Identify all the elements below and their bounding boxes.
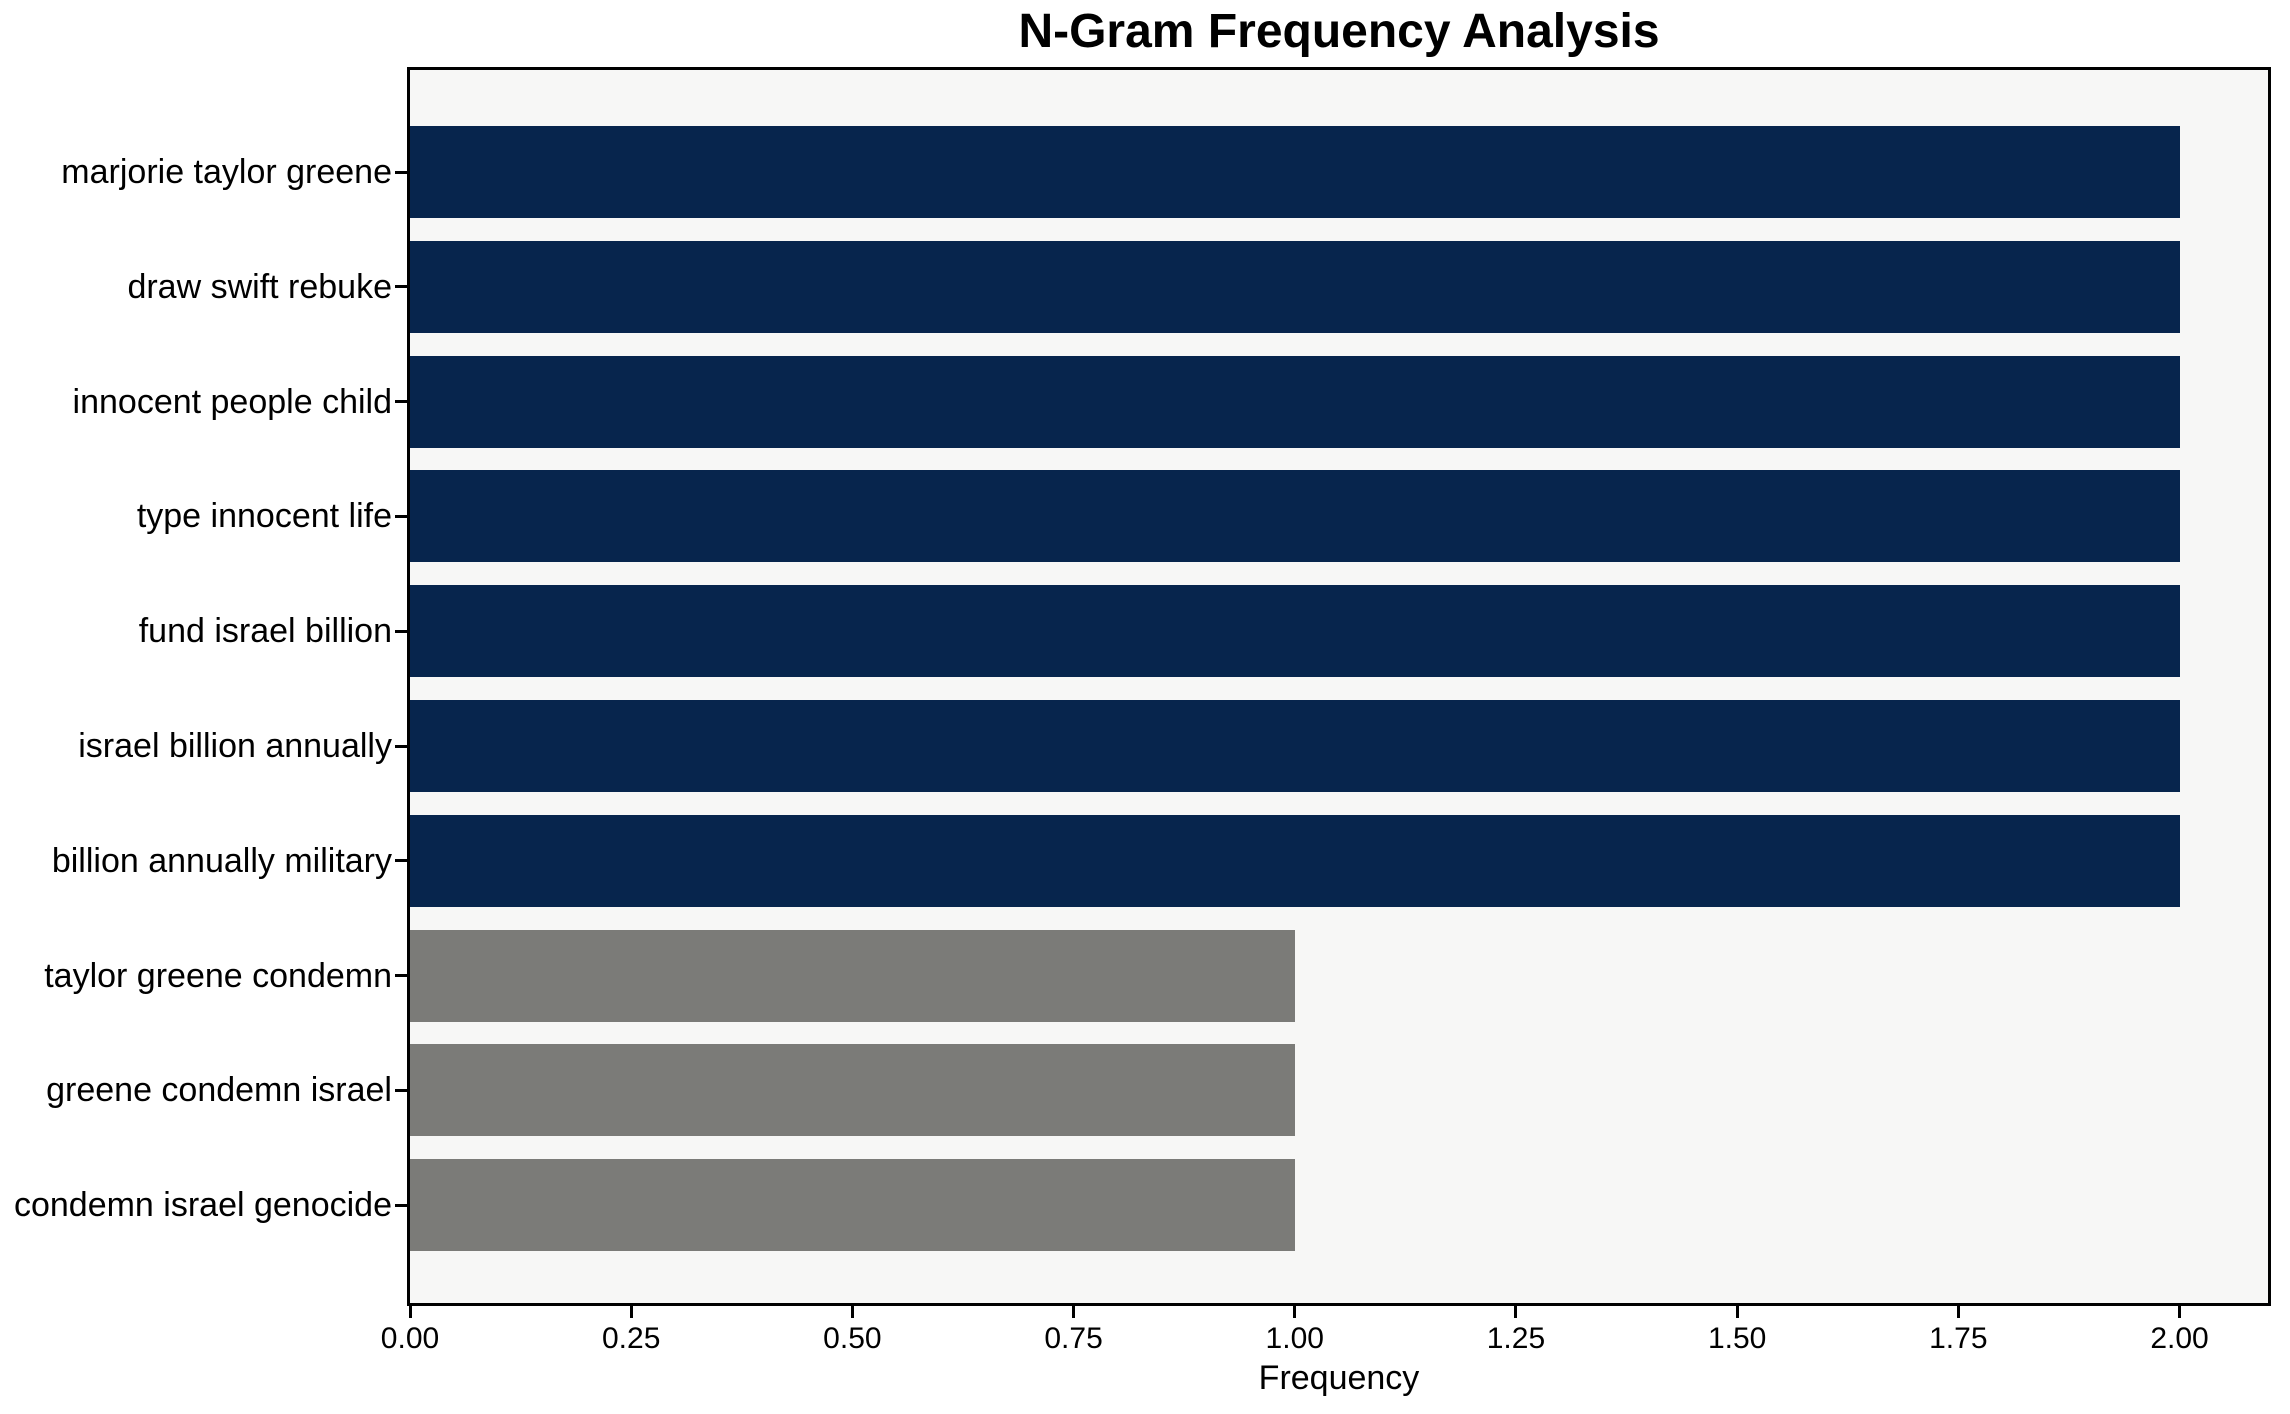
ytick-mark <box>395 859 407 863</box>
ytick-label: draw swift rebuke <box>127 267 392 306</box>
xtick-mark <box>1735 1306 1739 1318</box>
ytick-label: type innocent life <box>136 497 392 536</box>
ytick-mark <box>395 1088 407 1092</box>
ytick-label: fund israel billion <box>138 612 392 651</box>
xtick-mark <box>629 1306 633 1318</box>
xtick-mark <box>1956 1306 1960 1318</box>
bar-innocent-people-child <box>410 355 2180 448</box>
xtick-label: 0.25 <box>601 1322 661 1355</box>
ytick-label: marjorie taylor greene <box>61 153 392 191</box>
ytick-label: condemn israel genocide <box>13 1186 392 1225</box>
ytick-mark <box>395 974 407 978</box>
xtick-mark <box>1514 1306 1518 1318</box>
ytick-label: innocent people child <box>72 382 392 421</box>
ytick-mark <box>395 400 407 404</box>
bar-billion-annually-military <box>410 814 2180 907</box>
bar-condemn-israel-genocide <box>410 1159 1295 1252</box>
ytick-mark <box>395 170 407 174</box>
xtick-mark <box>1293 1306 1297 1318</box>
ytick-label: greene condemn israel <box>46 1071 392 1110</box>
xtick-mark <box>1072 1306 1076 1318</box>
bar-draw-swift-rebuke <box>410 240 2180 333</box>
ytick-label: taylor greene condemn <box>44 956 392 995</box>
xtick-mark <box>2178 1306 2182 1318</box>
xtick-label: 1.50 <box>1707 1322 1767 1355</box>
xtick-label: 0.00 <box>380 1322 440 1355</box>
xtick-label: 1.75 <box>1929 1322 1988 1355</box>
ytick-mark <box>395 1203 407 1207</box>
xtick-label: 1.25 <box>1486 1322 1546 1355</box>
xtick-label: 1.00 <box>1265 1322 1324 1355</box>
chart-title: N-Gram Frequency Analysis <box>1018 5 1660 58</box>
xtick-label: 0.75 <box>1044 1322 1103 1355</box>
bar-fund-israel-billion <box>410 585 2180 678</box>
xtick-label: 2.00 <box>2150 1322 2209 1355</box>
bar-taylor-greene-condemn <box>410 929 1295 1022</box>
xtick-mark <box>408 1306 412 1318</box>
bar-greene-condemn-israel <box>410 1044 1295 1137</box>
ytick-mark <box>395 629 407 633</box>
xtick-label: 0.50 <box>823 1322 882 1355</box>
bar-type-innocent-life <box>410 470 2180 563</box>
ytick-label: billion annually military <box>51 841 392 880</box>
x-axis-title: Frequency <box>1258 1359 1420 1397</box>
plot-area <box>407 67 2271 1306</box>
ytick-label: israel billion annually <box>78 727 392 765</box>
bar-israel-billion-annually <box>410 700 2180 792</box>
ytick-mark <box>395 285 407 289</box>
ytick-mark <box>395 744 407 748</box>
xtick-mark <box>850 1306 854 1318</box>
ytick-mark <box>395 514 407 518</box>
bar-marjorie-taylor-greene <box>410 126 2180 218</box>
